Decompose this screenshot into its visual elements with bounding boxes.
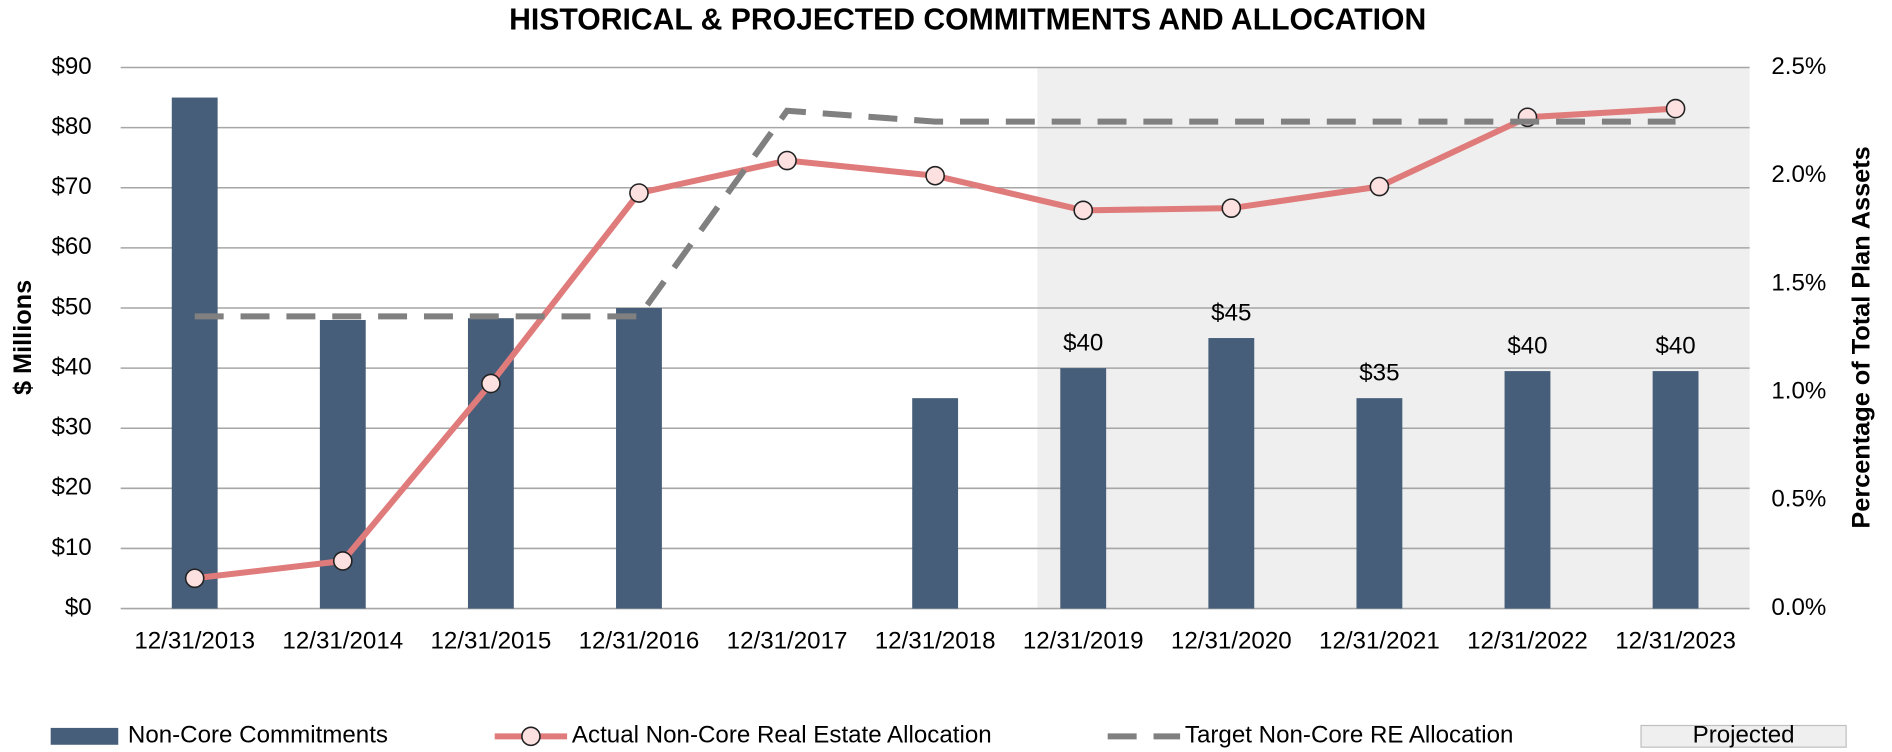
- line-marker: [925, 165, 945, 186]
- line-marker: [629, 183, 649, 203]
- line-marker: [777, 150, 797, 171]
- y2-tick-label: 1.5%: [1771, 269, 1826, 296]
- y-tick-label: $0: [65, 594, 92, 621]
- y-tick-label: $30: [51, 414, 91, 441]
- y-tick-label: $90: [51, 53, 91, 80]
- y-axis-title: $ Millions: [9, 280, 37, 395]
- legend-label: Target Non-Core RE Allocation: [1185, 722, 1514, 749]
- data-label: $40: [1063, 329, 1103, 356]
- y2-tick-label: 2.0%: [1771, 161, 1826, 188]
- y2-tick-label: 1.0%: [1771, 378, 1826, 405]
- bar: [616, 307, 662, 609]
- x-tick-label: 12/31/2021: [1319, 628, 1440, 655]
- data-label: $35: [1359, 359, 1399, 386]
- line-marker: [1073, 200, 1094, 221]
- bar: [912, 398, 959, 609]
- y-tick-label: $20: [51, 474, 91, 501]
- y-tick-label: $50: [51, 293, 91, 320]
- x-tick-label: 12/31/2017: [727, 628, 848, 655]
- data-label: $40: [1507, 332, 1547, 359]
- y-tick-label: $60: [51, 233, 91, 260]
- chart-title: HISTORICAL & PROJECTED COMMITMENTS AND A…: [509, 4, 1426, 37]
- legend-label: Projected: [1693, 722, 1795, 749]
- legend-swatch: [50, 727, 119, 745]
- x-tick-label: 12/31/2014: [282, 628, 403, 655]
- x-tick-label: 12/31/2018: [875, 628, 996, 655]
- x-tick-label: 12/31/2022: [1467, 628, 1588, 655]
- y-tick-label: $40: [51, 353, 91, 380]
- legend-marker: [521, 726, 541, 747]
- legend-swatch: [1640, 724, 1847, 748]
- line-marker: [1665, 98, 1686, 119]
- y-tick-label: $70: [51, 173, 91, 200]
- bar: [1356, 398, 1403, 609]
- x-tick-label: 12/31/2019: [1023, 628, 1144, 655]
- legend-label: Actual Non-Core Real Estate Allocation: [572, 722, 992, 749]
- line-marker: [184, 568, 205, 589]
- y2-tick-label: 0.5%: [1771, 486, 1826, 513]
- y-tick-label: $10: [51, 534, 91, 561]
- bar: [1060, 368, 1107, 609]
- bar: [1208, 338, 1255, 609]
- legend-label: Non-Core Commitments: [128, 722, 388, 749]
- x-tick-label: 12/31/2013: [134, 628, 255, 655]
- y2-tick-label: 2.5%: [1771, 53, 1826, 80]
- line-marker: [481, 373, 501, 394]
- bar: [171, 97, 218, 609]
- data-label: $40: [1655, 332, 1695, 359]
- y2-axis-title: Percentage of Total Plan Assets: [1848, 146, 1876, 528]
- x-tick-label: 12/31/2023: [1615, 628, 1736, 655]
- target-line: [194, 107, 1676, 320]
- data-label: $45: [1211, 299, 1251, 326]
- line-marker: [1221, 198, 1242, 218]
- x-tick-label: 12/31/2016: [579, 628, 700, 655]
- x-tick-label: 12/31/2015: [431, 628, 552, 655]
- line-marker: [1369, 176, 1390, 197]
- line-marker: [332, 551, 353, 571]
- y2-tick-label: 0.0%: [1771, 594, 1826, 621]
- bar: [1652, 371, 1699, 609]
- bar: [1504, 371, 1551, 609]
- y-tick-label: $80: [51, 113, 91, 140]
- x-tick-label: 12/31/2020: [1171, 628, 1292, 655]
